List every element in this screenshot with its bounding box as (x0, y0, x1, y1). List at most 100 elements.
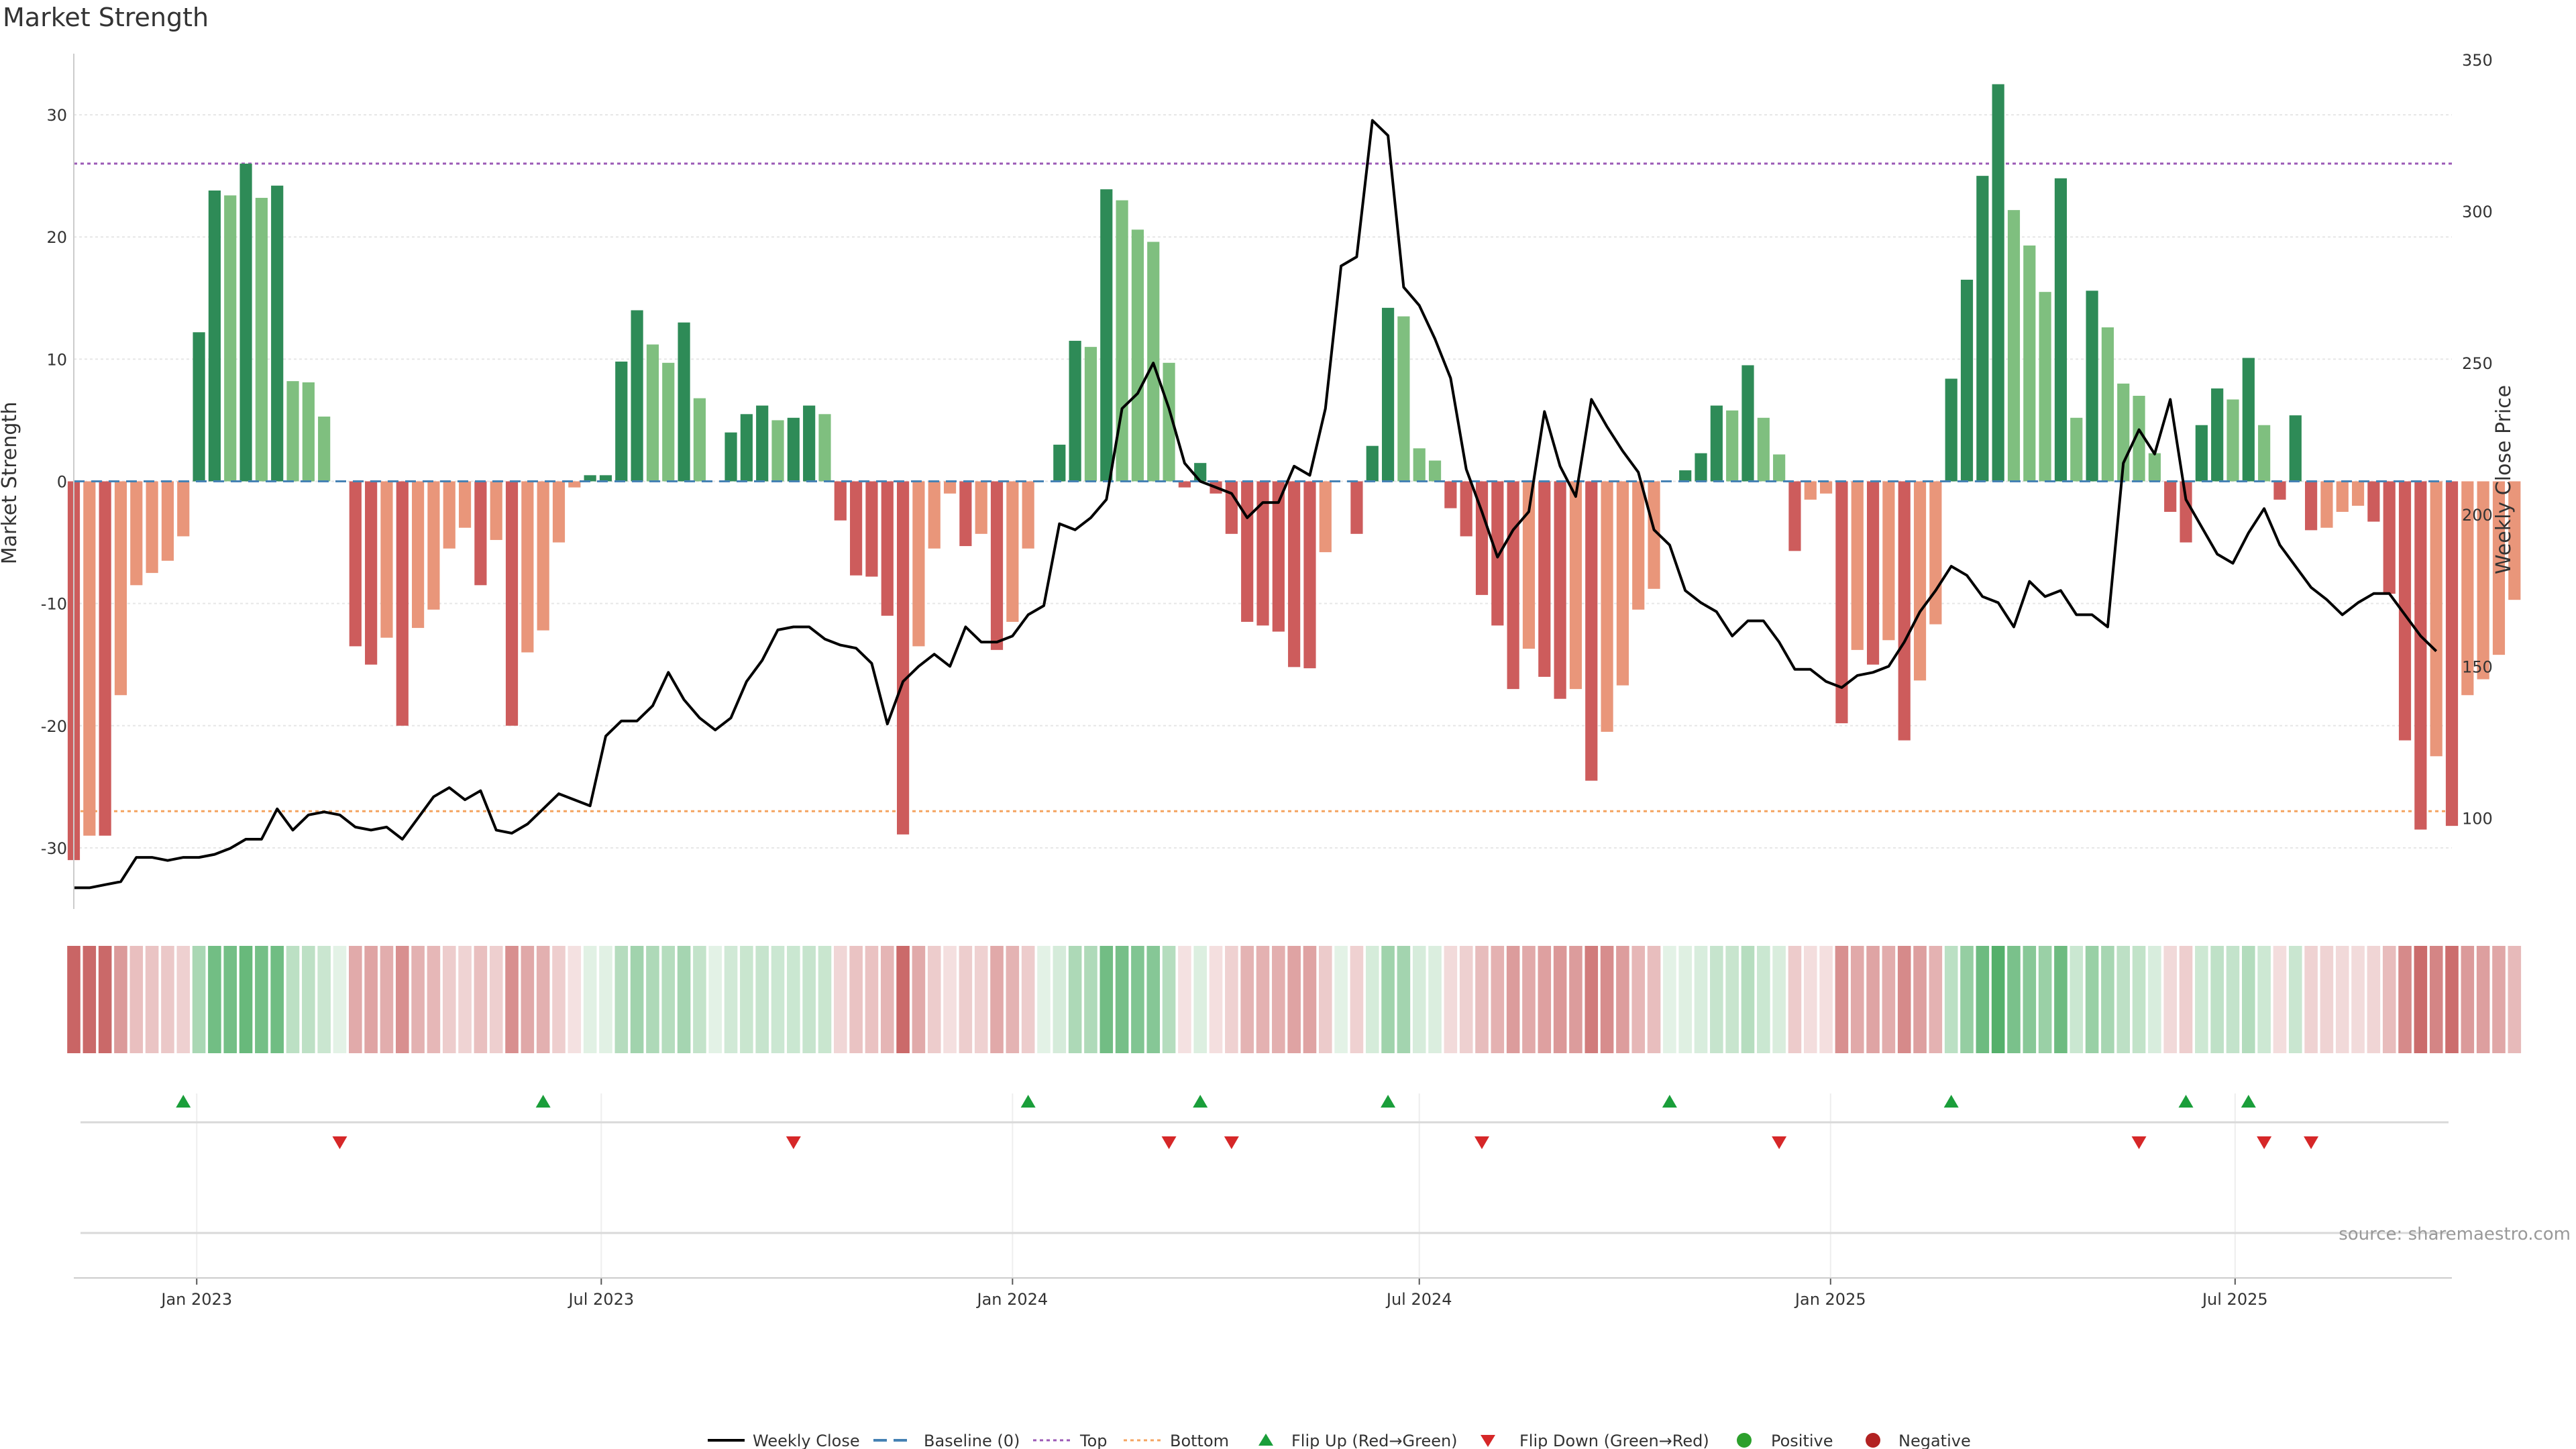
heat-cell (1585, 946, 1599, 1053)
y2-tick-label: 150 (2462, 657, 2493, 676)
y-axis-label: Market Strength (0, 402, 21, 564)
heat-cell (1897, 946, 1911, 1053)
heat-cell (2070, 946, 2084, 1053)
heat-cell (646, 946, 659, 1053)
heat-cell (2116, 946, 2131, 1053)
strength-bar (286, 381, 299, 482)
strength-bar (2039, 292, 2051, 482)
heat-cell (583, 946, 597, 1053)
y-tick-label: 30 (46, 106, 67, 125)
strength-bar (1710, 405, 1723, 482)
heat-cell (1037, 946, 1051, 1053)
strength-bar (1820, 481, 1833, 494)
strength-bar (834, 481, 847, 521)
heat-cell (1240, 946, 1254, 1053)
strength-bar (239, 163, 252, 482)
legend-flip-up-swatch (1258, 1434, 1273, 1446)
heat-cell (380, 946, 394, 1053)
heat-cell (1944, 946, 1958, 1053)
heat-cell (1099, 946, 1114, 1053)
strength-bar (2351, 481, 2365, 506)
heat-cell (1365, 946, 1379, 1053)
heat-cell (849, 946, 863, 1053)
strength-bar (1256, 481, 1269, 626)
strength-bar (787, 417, 800, 482)
strength-bar (1084, 347, 1097, 482)
strength-bar (1366, 445, 1379, 482)
strength-bar (678, 322, 690, 482)
heat-cell (1193, 946, 1208, 1053)
heat-cell (1412, 946, 1426, 1053)
heat-cell (2476, 946, 2490, 1053)
strength-bar (99, 481, 111, 836)
strength-bar (2398, 481, 2412, 741)
heat-cell (333, 946, 347, 1053)
heat-cell (1459, 946, 1473, 1053)
flip-down-marker (2131, 1136, 2147, 1149)
y-tick-label: 0 (57, 473, 67, 492)
strength-bar (474, 481, 487, 586)
strength-bar (1726, 410, 1739, 482)
flip-down-marker (1224, 1136, 1239, 1149)
strength-bar (662, 362, 675, 482)
strength-bar (177, 481, 190, 537)
legend-flip-down-swatch (1481, 1435, 1495, 1447)
strength-bar (1601, 481, 1613, 732)
heat-cell (208, 946, 221, 1053)
strength-bar (1397, 316, 1410, 482)
strength-bars (67, 84, 2521, 861)
heat-cell (1115, 946, 1129, 1053)
strength-bar (2023, 245, 2036, 482)
strength-bar (693, 398, 706, 482)
strength-bar (850, 481, 863, 576)
y2-tick-label: 300 (2462, 203, 2493, 221)
heat-cell (1350, 946, 1364, 1053)
strength-bar (2180, 481, 2192, 543)
strength-bar (349, 481, 362, 647)
heat-cell (912, 946, 926, 1053)
heat-cell (771, 946, 785, 1053)
strength-bar (1475, 481, 1489, 595)
strength-bar (208, 191, 221, 482)
heat-cell (1866, 946, 1880, 1053)
strength-bar (2273, 481, 2286, 500)
heat-cell (1882, 946, 1896, 1053)
strength-bar (1428, 460, 1442, 482)
source-note: source: sharemaestro.com (2339, 1224, 2571, 1244)
heat-cell (145, 946, 159, 1053)
strength-bar (458, 481, 472, 528)
heat-cell (270, 946, 284, 1053)
strength-bar (1554, 481, 1566, 699)
heat-cell (1694, 946, 1708, 1053)
strength-bar (1538, 481, 1551, 677)
x-tick-label: Jul 2025 (2201, 1290, 2268, 1309)
heat-cell (1631, 946, 1646, 1053)
heat-cell (223, 946, 237, 1053)
heat-cell (2101, 946, 2114, 1053)
flip-up-marker (535, 1095, 551, 1108)
heat-cell (630, 946, 644, 1053)
strength-bar (818, 414, 831, 482)
flip-up-marker (2178, 1095, 2194, 1108)
strength-bar (1147, 241, 1160, 482)
y-tick-label: -10 (41, 595, 67, 614)
price-layer (74, 119, 2438, 890)
heat-cell (1334, 946, 1348, 1053)
x-tick-label: Jan 2023 (160, 1290, 232, 1309)
heat-cell (1616, 946, 1629, 1053)
heat-cell (536, 946, 550, 1053)
heat-cell (1444, 946, 1458, 1053)
heat-cell (317, 946, 331, 1053)
strength-bar (943, 481, 957, 494)
strength-bar (1022, 481, 1034, 549)
strength-bar (1632, 481, 1645, 610)
strength-bar (443, 481, 455, 549)
strength-bar (771, 420, 784, 482)
strength-bar (146, 481, 158, 574)
heat-cell (2148, 946, 2161, 1053)
strength-bar (2367, 481, 2380, 522)
heat-cell (427, 946, 441, 1053)
legend-flip-up: Flip Up (Red→Green) (1291, 1432, 1458, 1449)
legend-flip-down: Flip Down (Green→Red) (1519, 1432, 1709, 1449)
strength-bar (1241, 481, 1254, 622)
